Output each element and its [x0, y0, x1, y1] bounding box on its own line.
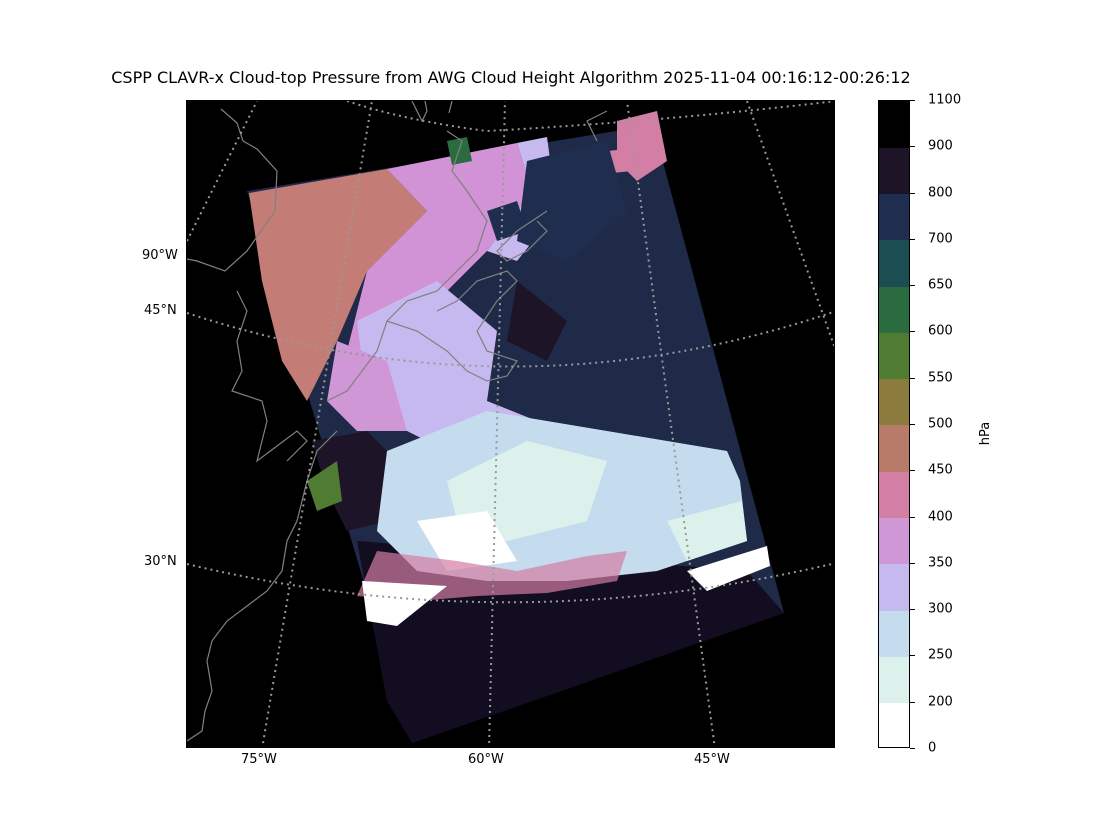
colorbar — [878, 100, 910, 748]
lon-label-60w: 60°W — [468, 752, 504, 767]
colorbar-tick-label: 700 — [928, 231, 953, 247]
colorbar-segment — [879, 332, 909, 380]
map-canvas — [187, 101, 834, 747]
colorbar-tick — [910, 516, 915, 518]
colorbar-tick — [910, 424, 915, 425]
colorbar-segment — [879, 702, 909, 747]
colorbar-tick — [910, 655, 915, 657]
colorbar-tick-label: 800 — [928, 185, 953, 201]
colorbar-tick — [910, 701, 915, 703]
lon-label-45w: 45°W — [694, 752, 730, 767]
colorbar-tick — [910, 146, 915, 148]
lon-label-90w: 90°W — [142, 248, 178, 263]
colorbar-tick-label: 300 — [928, 601, 953, 617]
colorbar-tick-label: 200 — [928, 694, 953, 710]
colorbar-tick — [910, 377, 915, 379]
colorbar-segment — [879, 610, 909, 657]
colorbar-tick — [910, 100, 915, 101]
coastline — [187, 101, 608, 742]
colorbar-tick — [910, 238, 915, 240]
colorbar-tick — [910, 748, 915, 749]
colorbar-tick-label: 250 — [928, 647, 953, 663]
colorbar-segment — [879, 378, 909, 426]
colorbar-tick-label: 650 — [928, 277, 953, 293]
colorbar-segment — [879, 193, 909, 241]
colorbar-tick — [910, 331, 915, 333]
colorbar-tick — [910, 285, 915, 287]
colorbar-segment — [879, 517, 909, 565]
colorbar-tick-label: 0 — [928, 740, 937, 756]
colorbar-tick — [910, 192, 915, 194]
colorbar-unit-label: hPa — [978, 421, 994, 446]
lat-label-45n: 45°N — [144, 303, 177, 318]
colorbar-segment — [879, 147, 909, 195]
colorbar-tick — [910, 562, 915, 564]
graticule — [187, 101, 834, 747]
colorbar-segment — [879, 471, 909, 519]
colorbar-tick-label: 350 — [928, 555, 953, 571]
colorbar-tick-label: 1100 — [928, 92, 962, 108]
colorbar-segment — [879, 425, 909, 472]
colorbar-tick — [910, 470, 915, 472]
map-panel — [186, 100, 835, 748]
satellite-swath — [247, 111, 784, 743]
colorbar-tick-label: 550 — [928, 370, 953, 386]
colorbar-tick-label: 450 — [928, 462, 953, 478]
colorbar-tick-label: 500 — [928, 416, 953, 432]
colorbar-tick-label: 600 — [928, 323, 953, 339]
lon-label-75w: 75°W — [241, 752, 277, 767]
lat-label-30n: 30°N — [144, 554, 177, 569]
colorbar-segment — [879, 563, 909, 611]
colorbar-segment — [879, 656, 909, 704]
colorbar-tick-label: 400 — [928, 509, 953, 525]
colorbar-segment — [879, 239, 909, 287]
colorbar-tick — [910, 609, 915, 611]
colorbar-segment — [879, 101, 909, 148]
figure-title: CSPP CLAVR-x Cloud-top Pressure from AWG… — [111, 68, 911, 87]
colorbar-segment — [879, 286, 909, 333]
colorbar-tick-label: 900 — [928, 138, 953, 154]
